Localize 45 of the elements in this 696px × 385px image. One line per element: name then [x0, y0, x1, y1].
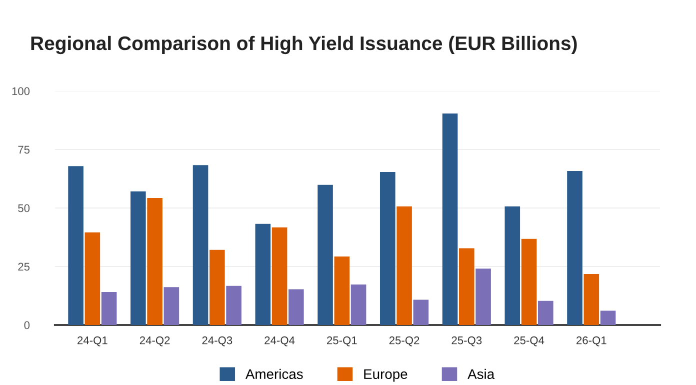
x-tick-label: 24-Q1 — [78, 336, 108, 346]
bar — [318, 184, 333, 325]
bar — [521, 238, 537, 325]
bar — [476, 268, 491, 325]
bar — [334, 256, 350, 325]
bar — [210, 250, 225, 325]
y-tick-label: 0 — [24, 321, 30, 330]
y-tick-label: 25 — [18, 262, 30, 271]
bar — [538, 300, 554, 325]
x-tick-label: 24-Q3 — [202, 336, 232, 346]
x-tick-label: 25-Q1 — [327, 336, 357, 346]
bar — [600, 310, 616, 325]
x-tick-label: 25-Q3 — [452, 336, 482, 346]
legend-label: Europe — [364, 369, 408, 382]
bar — [584, 274, 600, 325]
bar — [442, 113, 458, 325]
bar — [413, 300, 429, 325]
bar — [147, 198, 162, 325]
bar — [192, 165, 208, 325]
y-tick-label: 50 — [18, 204, 30, 212]
bar — [567, 171, 582, 325]
legend-label: Asia — [468, 368, 495, 380]
bar — [164, 287, 180, 325]
bar — [288, 289, 304, 325]
x-tick-label: 24-Q2 — [140, 336, 170, 346]
bar — [350, 284, 366, 325]
x-tick-label: 24-Q4 — [264, 336, 295, 346]
bar — [84, 232, 100, 325]
bar — [255, 224, 271, 325]
bar — [68, 166, 84, 325]
y-tick-label: 75 — [18, 146, 30, 154]
bar — [504, 206, 520, 325]
y-tick-label: 100 — [12, 87, 30, 96]
x-tick-label: 26-Q1 — [576, 336, 606, 346]
bar — [380, 172, 396, 325]
bar — [272, 227, 288, 325]
x-tick-label: 25-Q2 — [389, 336, 420, 346]
bar — [459, 248, 474, 325]
chart-title: Regional Comparison of High Yield Issuance (EUR Billions) — [31, 36, 577, 54]
bar — [101, 292, 117, 325]
bar — [396, 206, 412, 325]
x-tick-label: 25-Q4 — [514, 336, 544, 346]
legend-label: Americas — [245, 368, 303, 380]
bar — [226, 286, 242, 325]
bar — [130, 191, 146, 325]
